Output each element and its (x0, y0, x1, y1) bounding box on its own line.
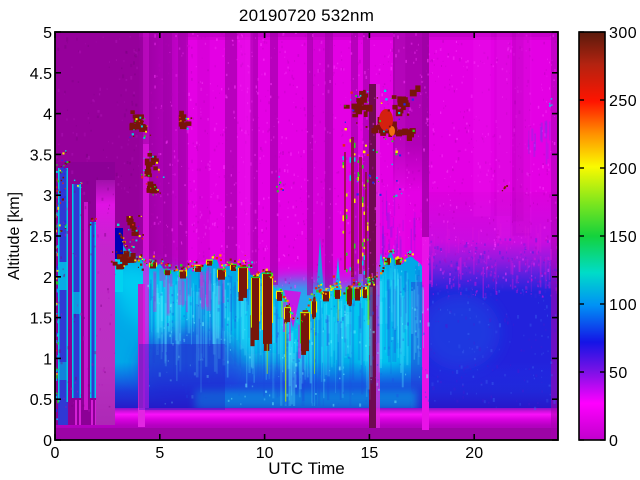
svg-text:4.5: 4.5 (30, 66, 52, 83)
svg-text:150: 150 (609, 229, 637, 246)
svg-text:15: 15 (361, 445, 379, 462)
svg-text:0: 0 (51, 445, 60, 462)
svg-text:3: 3 (43, 188, 52, 205)
svg-text:2: 2 (43, 270, 52, 287)
svg-text:10: 10 (256, 445, 274, 462)
svg-text:3.5: 3.5 (30, 147, 52, 164)
svg-text:1.5: 1.5 (30, 311, 52, 328)
svg-text:1: 1 (43, 351, 52, 368)
svg-text:300: 300 (609, 25, 637, 42)
svg-text:200: 200 (609, 161, 637, 178)
svg-text:0: 0 (43, 433, 52, 450)
svg-text:20: 20 (465, 445, 483, 462)
svg-text:5: 5 (43, 25, 52, 42)
svg-text:20190720 532nm: 20190720 532nm (239, 6, 374, 25)
svg-text:5: 5 (155, 445, 164, 462)
svg-text:0.5: 0.5 (30, 392, 52, 409)
svg-text:50: 50 (609, 365, 628, 382)
svg-text:Altitude [km]: Altitude [km] (6, 192, 23, 280)
svg-text:100: 100 (609, 297, 637, 314)
svg-text:2.5: 2.5 (30, 229, 52, 246)
svg-text:4: 4 (43, 107, 52, 124)
svg-text:250: 250 (609, 93, 637, 110)
svg-text:0: 0 (609, 433, 618, 450)
svg-text:UTC Time: UTC Time (268, 459, 345, 478)
